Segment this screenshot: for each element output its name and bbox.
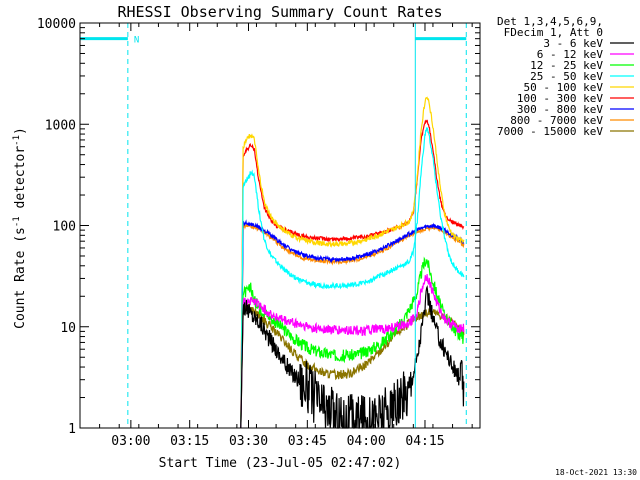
y-tick-label-3: 1000 (45, 118, 76, 133)
y-tick-label-4: 10000 (37, 17, 76, 32)
y-tick-label-1: 10 (60, 321, 76, 336)
legend-label-3: 25 - 50 keV (530, 70, 603, 83)
legend-label-6: 300 - 800 keV (517, 103, 603, 116)
timestamp-label: 18-Oct-2021 13:30 (555, 468, 637, 477)
series-line-8 (240, 303, 465, 429)
data-layer (240, 96, 465, 429)
x-tick-label-4: 04:00 (347, 434, 386, 449)
legend: Det 1,3,4,5,6,9,FDecim 1, Att 03 - 6 keV… (497, 15, 634, 138)
x-tick-label-3: 03:45 (288, 434, 327, 449)
legend-label-1: 6 - 12 keV (537, 48, 604, 61)
x-axis-label: Start Time (23-Jul-05 02:47:02) (159, 456, 402, 471)
x-tick-label-1: 03:15 (170, 434, 209, 449)
y-axis-label: Count Rate (s-1 detector-1) (12, 127, 28, 329)
legend-label-4: 50 - 100 keV (524, 81, 604, 94)
legend-header-1: FDecim 1, Att 0 (504, 26, 603, 39)
chart-title: RHESSI Observing Summary Count Rates (117, 3, 442, 21)
legend-label-8: 7000 - 15000 keV (497, 125, 603, 138)
series-line-6 (240, 219, 465, 429)
x-tick-label-0: 03:00 (111, 434, 150, 449)
legend-label-0: 3 - 6 keV (543, 37, 603, 50)
night-marker-label: N (134, 36, 139, 46)
x-tick-label-5: 04:15 (405, 434, 444, 449)
series-line-1 (240, 273, 465, 429)
legend-label-7: 800 - 7000 keV (510, 114, 603, 127)
y-tick-label-0: 1 (68, 422, 76, 437)
axes-layer: 03:00 03:15 03:30 03:45 04:00 04:15 1 10 100 1000… (37, 17, 480, 449)
series-line-4 (240, 96, 465, 429)
series-line-3 (240, 127, 465, 429)
legend-label-2: 12 - 25 keV (530, 59, 603, 72)
x-tick-label-2: 03:30 (229, 434, 268, 449)
series-line-2 (240, 256, 465, 429)
legend-label-5: 100 - 300 keV (517, 92, 603, 105)
y-tick-label-2: 100 (53, 220, 76, 235)
legend-header-0: Det 1,3,4,5,6,9, (497, 15, 603, 28)
